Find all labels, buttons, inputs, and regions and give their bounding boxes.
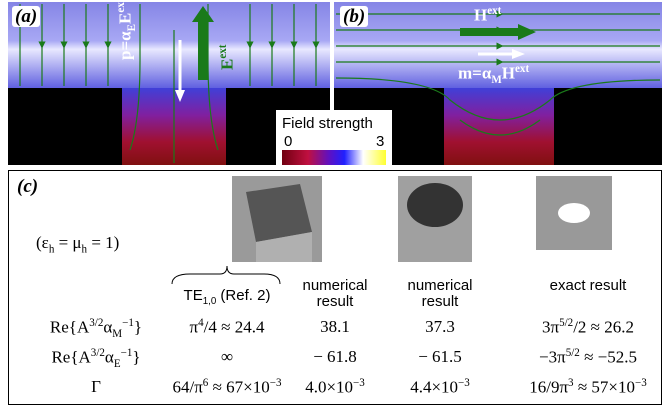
text: /2 ≈ 26.2 — [573, 318, 634, 337]
text: numerical result — [302, 277, 367, 310]
column-header: TE1,0 (Ref. 2) — [162, 288, 292, 307]
text: E — [116, 13, 135, 24]
superscript: ext — [115, 0, 127, 13]
superscript: −1 — [121, 347, 133, 359]
annotation: Eext — [218, 45, 236, 70]
annotation: m=αMHext — [458, 64, 529, 86]
text: α — [105, 348, 114, 367]
brace — [172, 266, 280, 284]
text: 4.0×10 — [305, 378, 353, 397]
colorbar-label: Field strength — [282, 116, 373, 131]
superscript: −3 — [353, 377, 365, 389]
text: (ε — [36, 233, 49, 252]
text: 3π — [542, 318, 559, 337]
text: /4 ≈ 24.4 — [204, 318, 265, 337]
text: π — [190, 318, 199, 337]
text: p=α — [116, 31, 135, 60]
text: (Ref. 2) — [216, 287, 270, 304]
superscript: ext — [217, 45, 229, 59]
text: 16/9π — [529, 378, 568, 397]
text: m=α — [458, 64, 491, 83]
text: numerical result — [407, 277, 472, 310]
superscript: ext — [487, 5, 501, 17]
text: } — [132, 348, 140, 367]
text: −3π — [539, 348, 566, 367]
row-label: Γ — [22, 378, 170, 395]
row-label: Re{A3/2αM−1} — [22, 318, 170, 340]
subscript: M — [112, 328, 122, 340]
annotation: p=αEEext — [116, 0, 138, 60]
row-label: Re{A3/2αE−1} — [22, 348, 170, 370]
superscript: 5/2 — [566, 347, 580, 359]
panel-label: (c) — [14, 176, 41, 197]
text: ∞ — [221, 347, 233, 366]
cell: −3π5/2 ≈ −52.5 — [513, 348, 663, 366]
column-header: numerical result — [400, 278, 480, 310]
text: Re{A — [51, 348, 90, 367]
text: H — [502, 64, 515, 83]
colorbar-tick: 0 — [284, 134, 292, 149]
text: Re{A — [50, 318, 89, 337]
superscript: 3/2 — [89, 317, 103, 329]
cell: 16/9π3 ≈ 57×10−3 — [513, 378, 663, 396]
text: 37.3 — [425, 317, 455, 336]
subscript: E — [114, 358, 121, 370]
cell: 3π5/2/2 ≈ 26.2 — [513, 318, 663, 336]
superscript: −3 — [458, 377, 470, 389]
annotation: Hext — [474, 6, 501, 24]
cell: − 61.5 — [365, 348, 515, 365]
superscript: ext — [515, 63, 529, 75]
figure-graphics — [0, 0, 668, 406]
superscript: 3/2 — [91, 347, 105, 359]
text: = μ — [54, 233, 81, 252]
text: 38.1 — [320, 317, 350, 336]
text: ≈ −52.5 — [580, 348, 637, 367]
figure: (a) (b) p=αEEext Eext Hext m=αMHext Fiel… — [0, 0, 668, 406]
panel-label: (a) — [12, 6, 40, 27]
superscript: −1 — [122, 317, 134, 329]
condition: (εh = μh = 1) — [36, 234, 119, 255]
cell: 4.4×10−3 — [365, 378, 515, 396]
cell: 37.3 — [365, 318, 515, 335]
text: exact result — [550, 277, 627, 294]
text: 4.4×10 — [410, 378, 458, 397]
superscript: −3 — [635, 377, 647, 389]
subscript: 1,0 — [203, 296, 217, 307]
text: E — [218, 59, 237, 70]
text: Γ — [91, 377, 101, 396]
panel-label: (b) — [340, 6, 368, 27]
text: } — [134, 318, 142, 337]
text: − 61.5 — [418, 347, 462, 366]
column-header: numerical result — [295, 278, 375, 310]
superscript: 5/2 — [559, 317, 573, 329]
text: − 61.8 — [313, 347, 357, 366]
text: 64/π — [172, 378, 202, 397]
colorbar — [282, 150, 386, 165]
text: TE — [184, 287, 203, 304]
text: = 1) — [87, 233, 119, 252]
text: α — [103, 318, 112, 337]
text: H — [474, 6, 487, 25]
text: ≈ 57×10 — [574, 378, 635, 397]
column-header: exact result — [548, 278, 628, 294]
subscript: M — [491, 74, 501, 86]
colorbar-tick: 3 — [376, 134, 384, 149]
structure-images — [232, 176, 612, 262]
subscript: E — [126, 24, 138, 31]
